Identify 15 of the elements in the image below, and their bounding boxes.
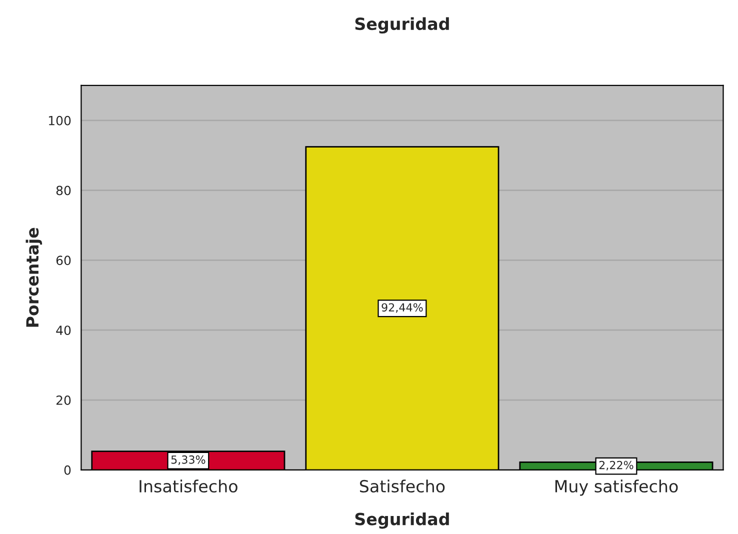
y-tick-label: 0 [64, 465, 71, 475]
y-axis-title: Porcentaje [26, 228, 42, 327]
data-label: 92,44% [382, 303, 423, 313]
y-tick-label: 80 [56, 186, 71, 196]
y-tick-label: 60 [56, 256, 71, 266]
x-axis-title: Seguridad [355, 512, 449, 529]
y-tick-label: 20 [56, 395, 71, 405]
y-tick-label: 100 [48, 116, 71, 126]
chart-title: Seguridad [355, 17, 449, 34]
x-tick-label: Muy satisfecho [555, 480, 678, 496]
data-label: 2,22% [599, 460, 634, 470]
data-label: 5,33% [171, 455, 206, 465]
x-tick-label: Satisfecho [360, 480, 445, 493]
y-tick-label: 40 [56, 326, 71, 336]
x-tick-label: Insatisfecho [140, 480, 238, 493]
